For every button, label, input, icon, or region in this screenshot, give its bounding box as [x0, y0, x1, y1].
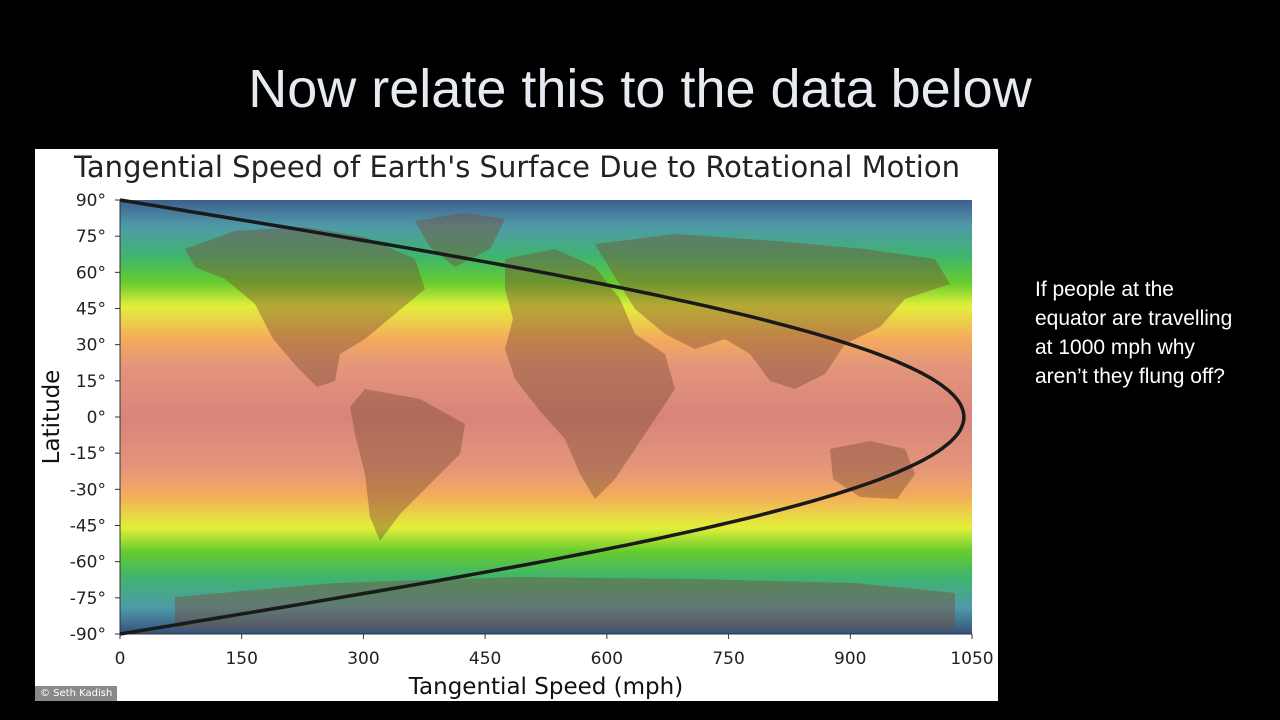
x-tick-label: 750 [712, 649, 744, 669]
y-axis-label: Latitude [39, 370, 65, 465]
antarctica-landmass [175, 577, 955, 629]
x-tick-label: 600 [591, 649, 623, 669]
y-tick-label: 0° [87, 408, 106, 428]
chart-title: Tangential Speed of Earth's Surface Due … [73, 150, 960, 184]
y-tick-label: 60° [76, 263, 106, 283]
greenland-landmass [415, 213, 505, 267]
side-note: If people at the equator are travelling … [1035, 278, 1233, 388]
y-tick-label: 75° [76, 227, 106, 247]
y-tick-label: 45° [76, 300, 106, 320]
y-tick-label: 90° [76, 191, 106, 211]
north-america-landmass [185, 227, 425, 387]
asia-landmass [595, 234, 950, 389]
y-tick-label: -30° [70, 480, 106, 500]
y-tick-label: 30° [76, 336, 106, 356]
x-tick-labels: 0 150 300 450 600 750 900 1050 [115, 649, 994, 669]
y-tick-label: -45° [70, 517, 106, 537]
x-tick-label: 300 [347, 649, 379, 669]
south-america-landmass [350, 389, 465, 541]
x-tick-label: 900 [834, 649, 866, 669]
x-tick-label: 450 [469, 649, 501, 669]
slide-title: Now relate this to the data below [248, 59, 1032, 119]
x-tick-label: 0 [115, 649, 126, 669]
y-tick-labels: 90° 75° 60° 45° 30° 15° 0° -15° -30° -45° -60° -75°… [70, 191, 106, 645]
y-tick-label: -90° [70, 625, 106, 645]
x-tick-label: 150 [225, 649, 257, 669]
series-line [119, 198, 966, 636]
image-credit: © Seth Kadish [35, 686, 118, 701]
europe-africa-landmass [505, 249, 675, 499]
y-tick-label: -15° [70, 444, 106, 464]
y-tick-label: -75° [70, 589, 106, 609]
chart-figure: 90° 75° 60° 45° 30° 15° 0° -15° -30° -45° -60° -75°… [35, 149, 998, 701]
world-map [175, 213, 955, 629]
chart-svg: 90° 75° 60° 45° 30° 15° 0° -15° -30° -45° -60° -75°… [39, 150, 994, 700]
australia-landmass [830, 441, 915, 499]
y-tick-label: 15° [76, 372, 106, 392]
x-tick-label: 1050 [950, 649, 993, 669]
x-axis-label: Tangential Speed (mph) [408, 674, 683, 700]
tick-marks [115, 199, 973, 639]
y-tick-label: -60° [70, 553, 106, 573]
